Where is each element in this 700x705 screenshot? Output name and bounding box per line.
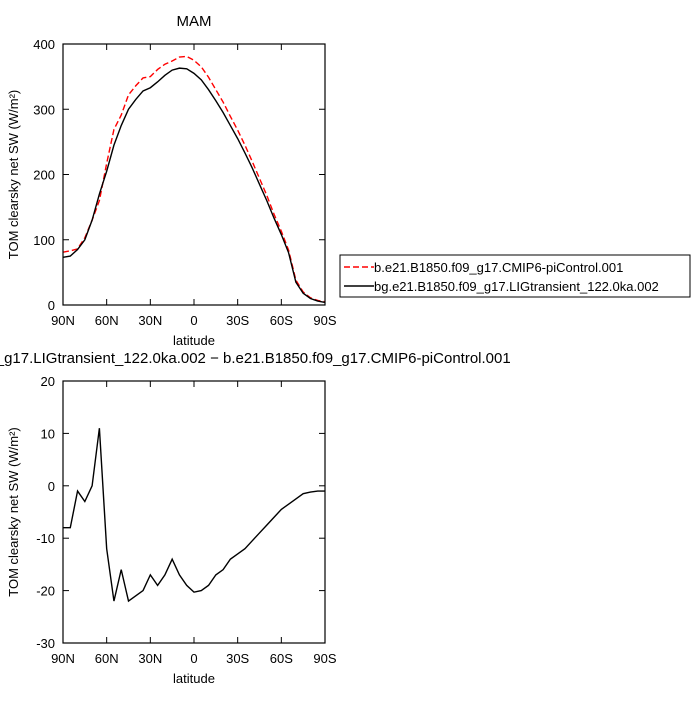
y-tick-label: 400 bbox=[33, 37, 55, 52]
chart-title: MAM bbox=[177, 13, 212, 30]
chart-title: bg.e21.B1850.f09_g17.LIGtransient_122.0k… bbox=[0, 350, 511, 367]
y-tick-label: 0 bbox=[48, 298, 55, 313]
legend-box bbox=[339, 254, 691, 298]
x-tick-label: 90S bbox=[313, 313, 336, 328]
y-tick-label: 100 bbox=[33, 233, 55, 248]
x-tick-label: 30N bbox=[138, 313, 162, 328]
x-tick-label: 0 bbox=[190, 313, 197, 328]
x-tick-label: 90N bbox=[51, 313, 75, 328]
legend-label: bg.e21.B1850.f09_g17.LIGtransient_122.0k… bbox=[374, 279, 659, 294]
plot-frame bbox=[62, 43, 326, 306]
y-axis-label: TOM clearsky net SW (W/m²) bbox=[6, 90, 21, 259]
y-tick-label: -30 bbox=[36, 636, 55, 651]
x-tick-label: 30S bbox=[226, 651, 249, 666]
x-tick-label: 90N bbox=[51, 651, 75, 666]
x-tick-label: 0 bbox=[190, 651, 197, 666]
y-tick-label: 0 bbox=[48, 479, 55, 494]
plot-frame bbox=[62, 380, 326, 644]
data-line bbox=[63, 428, 325, 603]
x-axis-label: latitude bbox=[173, 333, 215, 348]
x-tick-label: 60S bbox=[270, 313, 293, 328]
x-tick-label: 90S bbox=[313, 651, 336, 666]
y-tick-label: 20 bbox=[41, 374, 55, 389]
y-tick-label: -10 bbox=[36, 531, 55, 546]
x-tick-label: 60S bbox=[270, 651, 293, 666]
y-tick-label: -20 bbox=[36, 584, 55, 599]
x-tick-label: 30N bbox=[138, 651, 162, 666]
x-axis-label: latitude bbox=[173, 671, 215, 686]
legend-label: b.e21.B1850.f09_g17.CMIP6-piControl.001 bbox=[374, 260, 623, 275]
y-tick-label: 200 bbox=[33, 168, 55, 183]
x-tick-label: 60N bbox=[95, 313, 119, 328]
y-tick-label: 300 bbox=[33, 102, 55, 117]
x-tick-label: 30S bbox=[226, 313, 249, 328]
y-axis-label: TOM clearsky net SW (W/m²) bbox=[6, 427, 21, 596]
y-tick-label: 10 bbox=[41, 426, 55, 441]
x-tick-label: 60N bbox=[95, 651, 119, 666]
data-line bbox=[62, 67, 326, 304]
data-line bbox=[62, 55, 326, 303]
